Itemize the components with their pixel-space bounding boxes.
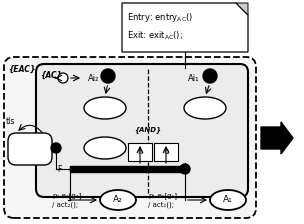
Text: p₁.e₁[g₁]: p₁.e₁[g₁] xyxy=(148,192,177,199)
Ellipse shape xyxy=(210,190,246,210)
Text: r₂: r₂ xyxy=(163,147,169,157)
Ellipse shape xyxy=(184,97,226,119)
FancyArrow shape xyxy=(261,122,293,154)
Ellipse shape xyxy=(100,190,136,210)
Text: {EAC}: {EAC} xyxy=(8,65,35,73)
Circle shape xyxy=(51,143,61,153)
Ellipse shape xyxy=(84,137,126,159)
Text: r₁: r₁ xyxy=(137,147,143,157)
Text: tls: tls xyxy=(6,116,16,125)
Text: / act₂();: / act₂(); xyxy=(52,202,78,209)
FancyBboxPatch shape xyxy=(4,57,256,218)
Circle shape xyxy=(101,69,115,83)
Polygon shape xyxy=(122,3,248,52)
Text: {AC}: {AC} xyxy=(40,71,62,80)
Bar xyxy=(154,143,178,161)
Circle shape xyxy=(203,69,217,83)
Text: Ai₁: Ai₁ xyxy=(188,73,199,82)
Text: p₂.e₂[g₂]: p₂.e₂[g₂] xyxy=(52,192,81,199)
Text: Ai₂: Ai₂ xyxy=(88,73,99,82)
Polygon shape xyxy=(236,3,248,15)
Bar xyxy=(128,143,152,161)
Text: Entry: entry$_{\mathsf{AC}}$(): Entry: entry$_{\mathsf{AC}}$() xyxy=(127,11,193,24)
FancyBboxPatch shape xyxy=(36,64,248,197)
FancyBboxPatch shape xyxy=(8,133,52,165)
Text: F: F xyxy=(58,164,62,174)
Ellipse shape xyxy=(84,97,126,119)
Text: A₁: A₁ xyxy=(223,196,233,205)
Bar xyxy=(70,166,185,172)
Circle shape xyxy=(180,164,190,174)
Text: / act₁();: / act₁(); xyxy=(148,202,174,209)
Text: Exit: exit$_{\mathsf{AC}}$();: Exit: exit$_{\mathsf{AC}}$(); xyxy=(127,30,183,42)
Text: {AND}: {AND} xyxy=(134,127,161,134)
Circle shape xyxy=(58,73,68,83)
Text: A₂: A₂ xyxy=(113,196,123,205)
